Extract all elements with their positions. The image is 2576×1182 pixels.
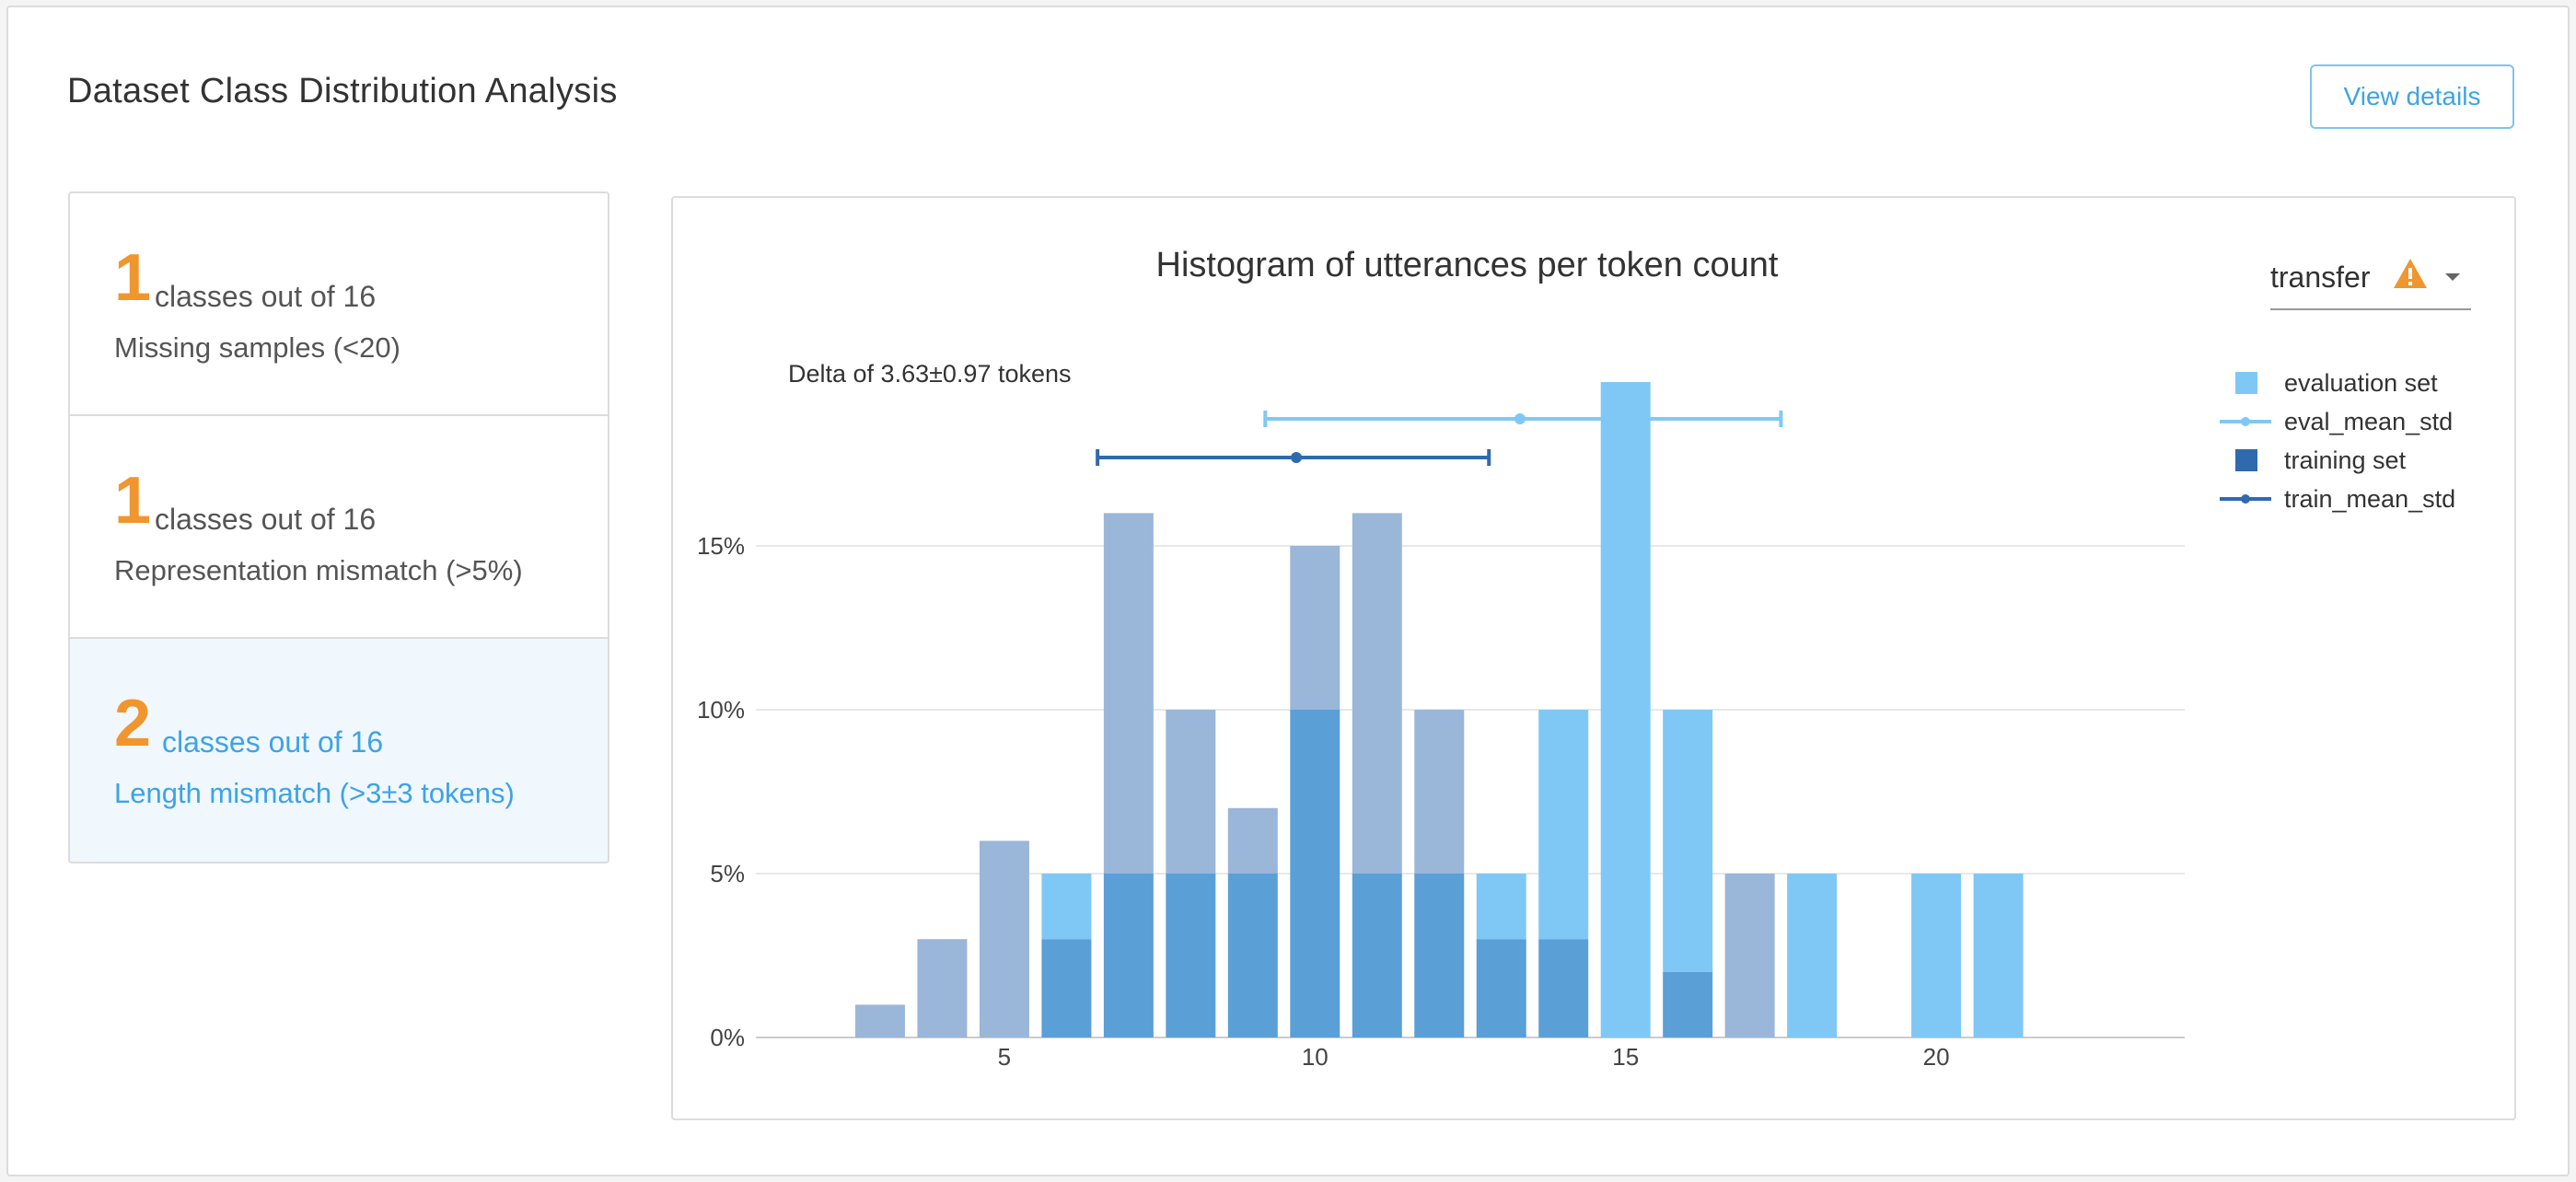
overlap-bar — [1414, 874, 1465, 1037]
histogram-chart: Histogram of utterances per token count … — [671, 196, 2516, 1120]
legend-label: train_mean_std — [2284, 485, 2456, 513]
x-tick-label: 15 — [1612, 1043, 1639, 1071]
y-tick-label: 5% — [710, 860, 745, 887]
overlap-bar — [1538, 939, 1589, 1037]
eval-bar — [1911, 874, 1962, 1037]
eval-bar — [1041, 874, 1092, 940]
card-count: 2 — [114, 687, 152, 760]
card-count: 1 — [114, 241, 152, 315]
legend-label: training set — [2284, 446, 2407, 474]
card-suffix: classes out of 16 — [155, 503, 377, 536]
warning-icon — [2394, 259, 2427, 288]
train-bar — [1290, 546, 1340, 710]
eval-bar — [1787, 874, 1838, 1037]
card-length-mismatch[interactable]: 2 classes out of 16 Length mismatch (>3±… — [70, 639, 608, 862]
card-description: Representation mismatch (>5%) — [114, 554, 523, 586]
y-tick-label: 15% — [697, 532, 745, 560]
x-tick-label: 20 — [1923, 1043, 1950, 1071]
chart-title: Histogram of utterances per token count — [1155, 246, 1779, 284]
histogram-plot: 0% 5% 10% 15% 5 10 15 20 — [697, 382, 2185, 1071]
card-suffix: classes out of 16 — [162, 725, 384, 759]
overlap-bar — [1352, 874, 1402, 1037]
card-description: Missing samples (<20) — [114, 331, 400, 364]
delta-annotation: Delta of 3.63±0.97 tokens — [788, 360, 1072, 388]
overlap-bar — [1290, 710, 1340, 1037]
overlap-bar — [1476, 939, 1526, 1037]
train-bar — [854, 1004, 905, 1037]
legend-item-train-mean-std[interactable]: train_mean_std — [2220, 480, 2496, 518]
legend-item-eval-mean-std[interactable]: eval_mean_std — [2220, 402, 2496, 441]
train-bar — [1414, 710, 1465, 874]
analysis-panel: Dataset Class Distribution Analysis View… — [6, 6, 2570, 1176]
view-details-button[interactable]: View details — [2310, 64, 2514, 129]
train-bar — [1103, 513, 1154, 874]
legend-swatch-eval — [2235, 372, 2257, 394]
train_mean_std-point — [1291, 452, 1303, 463]
overlap-bar — [1041, 939, 1092, 1037]
overlap-bar — [1663, 971, 1713, 1037]
overlap-bar — [1103, 874, 1154, 1037]
legend-swatch-train — [2235, 449, 2257, 471]
x-tick-label: 10 — [1302, 1043, 1329, 1071]
page-title: Dataset Class Distribution Analysis — [67, 72, 618, 110]
train-bar — [1166, 710, 1216, 874]
eval_mean_std-point — [1514, 413, 1526, 424]
legend-label: eval_mean_std — [2284, 408, 2454, 435]
train-bar — [1724, 874, 1775, 1037]
y-tick-label: 10% — [697, 696, 745, 724]
train-bar — [979, 840, 1029, 1037]
overlap-bar — [1227, 874, 1278, 1037]
legend-item-training-set[interactable]: training set — [2220, 441, 2496, 480]
eval-bar — [1973, 874, 2024, 1037]
y-tick-label: 0% — [710, 1024, 745, 1051]
eval-bar — [1476, 874, 1526, 940]
card-description: Length mismatch (>3±3 tokens) — [114, 777, 515, 809]
overlap-bar — [1166, 874, 1216, 1037]
legend-label: evaluation set — [2284, 369, 2438, 397]
dropdown-selected-value: transfer — [2270, 261, 2371, 294]
train-bar — [1352, 513, 1402, 874]
legend-swatch-train-mean — [2220, 494, 2271, 504]
legend-swatch-eval-mean — [2220, 417, 2271, 426]
caret-down-icon — [2445, 273, 2460, 281]
eval-bar — [1538, 710, 1589, 940]
card-representation-mismatch[interactable]: 1 classes out of 16 Representation misma… — [70, 416, 608, 639]
legend-item-eval-set[interactable]: evaluation set — [2220, 364, 2496, 402]
eval-bar — [1663, 710, 1713, 972]
class-dropdown[interactable]: transfer — [2270, 249, 2471, 310]
card-missing-samples[interactable]: 1 classes out of 16 Missing samples (<20… — [70, 193, 608, 416]
card-count: 1 — [114, 464, 152, 538]
summary-cards: 1 classes out of 16 Missing samples (<20… — [68, 191, 609, 863]
card-suffix: classes out of 16 — [155, 280, 377, 313]
eval-bar — [1600, 382, 1651, 1037]
train-bar — [917, 939, 968, 1037]
chart-legend: evaluation set eval_mean_std training se… — [2220, 364, 2496, 518]
train-bar — [1227, 807, 1278, 874]
x-tick-label: 5 — [998, 1043, 1011, 1071]
